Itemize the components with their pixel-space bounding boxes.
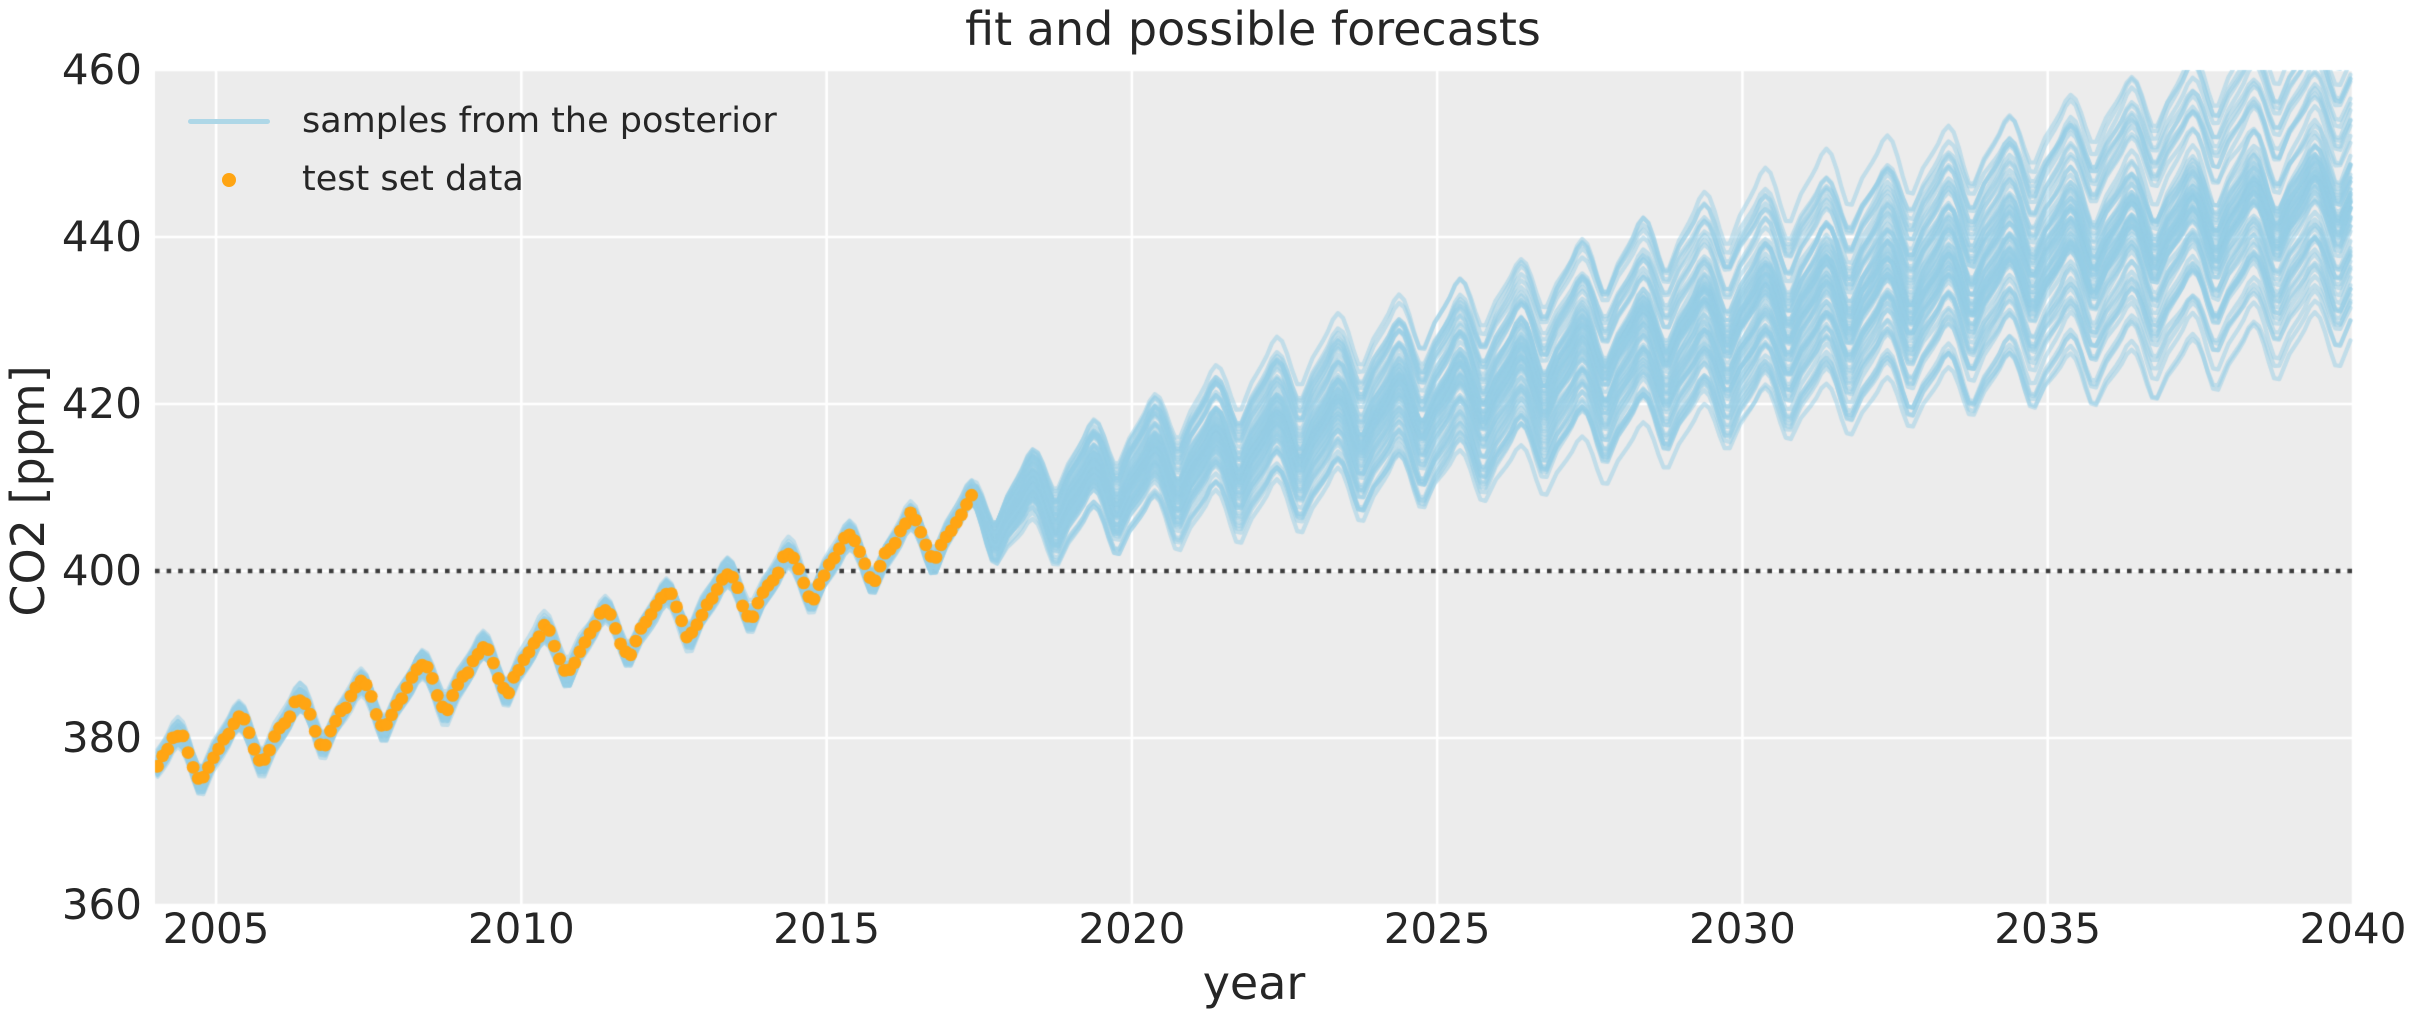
x-tick-label: 2040 xyxy=(2299,904,2407,953)
x-tick-label: 2015 xyxy=(773,904,881,953)
y-tick-label: 420 xyxy=(61,379,142,428)
y-tick-label: 380 xyxy=(61,713,142,762)
x-tick-label: 2005 xyxy=(162,904,270,953)
x-tick-label: 2020 xyxy=(1078,904,1186,953)
chart-title: fit and possible forecasts xyxy=(965,2,1541,56)
x-tick-label: 2025 xyxy=(1383,904,1491,953)
test-data-dot-swatch xyxy=(222,173,236,187)
posterior-sample-line-swatch xyxy=(188,119,270,124)
y-axis-label: CO2 [ppm] xyxy=(1,365,55,617)
y-tick-label: 460 xyxy=(61,45,142,94)
y-tick-label: 440 xyxy=(61,212,142,261)
x-tick-label: 2010 xyxy=(467,904,575,953)
legend-label-posterior: samples from the posterior xyxy=(302,101,777,141)
x-axis-label: year xyxy=(1202,956,1306,1010)
y-tick-label: 400 xyxy=(61,546,142,595)
legend-label-test-data: test set data xyxy=(302,159,524,199)
x-tick-label: 2030 xyxy=(1688,904,1796,953)
x-tick-label: 2035 xyxy=(1994,904,2102,953)
y-tick-label: 360 xyxy=(61,880,142,929)
